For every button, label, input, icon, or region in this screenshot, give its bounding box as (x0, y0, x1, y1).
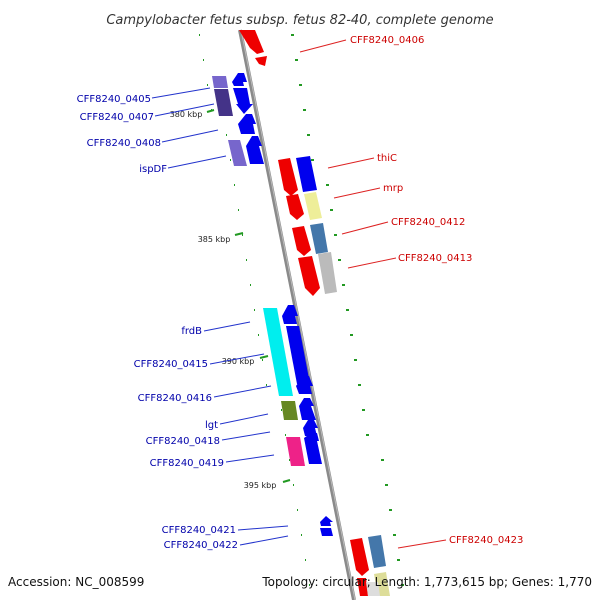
gene-frdB[interactable] (282, 305, 298, 324)
gene-0422[interactable] (320, 528, 333, 536)
gene-block-0405-cog[interactable] (212, 76, 228, 88)
gene-label-0407[interactable]: CFF8240_0407 (80, 112, 154, 123)
tick-label-380: 380 kbp (170, 110, 203, 119)
gc-content-track (199, 34, 404, 586)
gene-block-thiC-cog[interactable] (296, 156, 317, 192)
accession-text: Accession: NC_008599 (8, 575, 144, 589)
gene-label-mrp[interactable]: mrp (383, 183, 403, 194)
gene-0418[interactable] (303, 420, 318, 436)
gene-block-0412-cog[interactable] (310, 223, 328, 254)
gene-0407[interactable] (233, 88, 253, 114)
tick-label-390: 390 kbp (222, 357, 255, 366)
gene-label-0423[interactable]: CFF8240_0423 (449, 535, 523, 546)
gene-label-0421[interactable]: CFF8240_0421 (162, 525, 236, 536)
gene-label-lgt[interactable]: lgt (205, 420, 218, 431)
gene-0421[interactable] (320, 516, 333, 526)
gene-0408[interactable] (238, 114, 256, 134)
gene-block-0413-cog[interactable] (318, 252, 337, 294)
tick-mark-380 (206, 109, 215, 113)
tick-mark-395 (282, 479, 291, 483)
gene-0412[interactable] (292, 226, 311, 256)
gene-0424[interactable] (357, 578, 368, 596)
gene-label-0416[interactable]: CFF8240_0416 (138, 393, 212, 404)
tick-label-395: 395 kbp (244, 481, 277, 490)
gene-label-0413[interactable]: CFF8240_0413 (398, 253, 472, 264)
gene-label-0418[interactable]: CFF8240_0418 (146, 436, 220, 447)
topology-text: Topology: circular; Length: 1,773,615 bp… (261, 575, 592, 589)
gene-label-0419[interactable]: CFF8240_0419 (150, 458, 224, 469)
gene-label-0405[interactable]: CFF8240_0405 (77, 94, 151, 105)
gene-0416[interactable] (296, 376, 313, 394)
gene-0423[interactable] (350, 538, 369, 576)
map-title: Campylobacter fetus subsp. fetus 82-40, … (106, 13, 493, 28)
tick-mark-385 (234, 232, 244, 236)
gene-label-0408[interactable]: CFF8240_0408 (87, 138, 161, 149)
gene-block-ispDF-cog[interactable] (228, 140, 247, 166)
gene-block-0419-cog[interactable] (286, 437, 305, 466)
tick-label-385: 385 kbp (198, 235, 231, 244)
tick-mark-390 (259, 355, 269, 359)
gene-label-0412[interactable]: CFF8240_0412 (391, 217, 465, 228)
gene-block-mrp-cog[interactable] (304, 192, 322, 220)
gene-ispDF[interactable] (246, 136, 264, 164)
gene-lgt[interactable] (299, 398, 316, 420)
gene-label-ispDF[interactable]: ispDF (139, 164, 167, 175)
gene-block-0424-cog2[interactable] (366, 582, 380, 596)
right-leader-lines (299, 39, 447, 549)
gene-mrp[interactable] (286, 194, 304, 220)
gene-label-0422[interactable]: CFF8240_0422 (164, 540, 238, 551)
gene-block-frdB-cog[interactable] (263, 308, 293, 396)
gene-label-thiC[interactable]: thiC (377, 153, 397, 164)
genome-backbone-highlight (240, 29, 356, 600)
gene-0419[interactable] (304, 433, 322, 464)
gene-0415[interactable] (286, 326, 310, 384)
left-leader-lines (151, 87, 289, 546)
gene-0413[interactable] (298, 256, 320, 296)
gene-block-lgt-cog[interactable] (281, 401, 298, 420)
gene-block-0423-cog[interactable] (368, 535, 386, 568)
gene-0405[interactable] (232, 73, 247, 86)
gene-0406[interactable] (239, 30, 264, 54)
gene-label-0406[interactable]: CFF8240_0406 (350, 35, 424, 46)
gene-label-frdB[interactable]: frdB (181, 326, 202, 337)
gene-thiC[interactable] (278, 158, 298, 196)
gene-block-0407-cog[interactable] (214, 89, 233, 116)
gene-label-0415[interactable]: CFF8240_0415 (134, 359, 208, 370)
gene-0406-tail[interactable] (255, 56, 267, 66)
